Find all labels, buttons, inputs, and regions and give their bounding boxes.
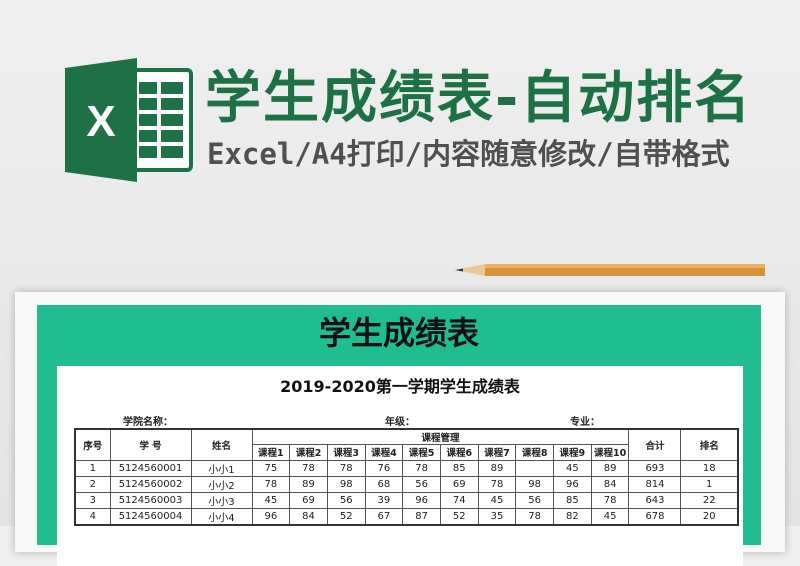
- cell-score[interactable]: 35: [477, 507, 517, 525]
- cell-score[interactable]: 56: [515, 491, 554, 509]
- cell-id[interactable]: 5124560003: [109, 491, 192, 509]
- pencil-icon: [455, 264, 765, 276]
- header-course: 课程6: [439, 444, 479, 461]
- cell-rank[interactable]: 22: [680, 491, 739, 509]
- cell-score[interactable]: 39: [364, 491, 404, 509]
- cell-score[interactable]: 75: [251, 459, 291, 477]
- cell-name[interactable]: 小小1: [190, 459, 253, 477]
- cell-score[interactable]: 52: [326, 507, 366, 525]
- cell-score[interactable]: 69: [289, 491, 328, 509]
- cell-id[interactable]: 5124560004: [109, 507, 192, 525]
- header-course-group: 课程管理: [251, 428, 630, 445]
- cell-score[interactable]: 78: [326, 459, 366, 477]
- cell-name[interactable]: 小小4: [190, 507, 253, 525]
- cell-score[interactable]: 78: [402, 459, 441, 477]
- cell-score[interactable]: 45: [553, 459, 592, 477]
- cell-score[interactable]: 78: [251, 475, 291, 493]
- table-row: 1 5124560001 小小1 75 78 78 76 78 85 89 45 89 693 18: [74, 459, 739, 477]
- cell-score[interactable]: 98: [326, 475, 366, 493]
- header-course: 课程7: [477, 444, 517, 461]
- cell-seq[interactable]: 3: [74, 491, 111, 509]
- cell-score[interactable]: 84: [289, 507, 328, 525]
- cell-id[interactable]: 5124560002: [109, 475, 192, 493]
- cell-total[interactable]: 814: [628, 475, 682, 493]
- cell-name[interactable]: 小小3: [190, 491, 253, 509]
- header-course: 课程1: [251, 444, 291, 461]
- cell-score[interactable]: 85: [439, 459, 479, 477]
- cell-total[interactable]: 693: [628, 459, 682, 477]
- cell-score[interactable]: 96: [251, 507, 291, 525]
- header-course: 课程2: [289, 444, 328, 461]
- header-course: 课程3: [326, 444, 366, 461]
- cell-score[interactable]: 45: [590, 507, 630, 525]
- header-course: 课程10: [590, 444, 630, 461]
- header-course: 课程9: [553, 444, 592, 461]
- cell-score[interactable]: 82: [553, 507, 592, 525]
- cell-rank[interactable]: 18: [680, 459, 739, 477]
- excel-logo-icon: X: [65, 58, 193, 182]
- cell-score[interactable]: 89: [590, 459, 630, 477]
- cell-score[interactable]: 96: [553, 475, 592, 493]
- header-course: 课程4: [364, 444, 404, 461]
- cell-score[interactable]: [515, 459, 554, 477]
- sheet-heading: 学生成绩表: [318, 314, 479, 352]
- table-row: 3 5124560003 小小3 45 69 56 39 96 74 45 56 85 78 643 22: [74, 491, 739, 509]
- cell-score[interactable]: 89: [289, 475, 328, 493]
- table-row: 4 5124560004 小小4 96 84 52 67 87 52 35 78 82 45 678 20: [74, 507, 739, 525]
- cell-score[interactable]: 84: [590, 475, 630, 493]
- cell-seq[interactable]: 2: [74, 475, 111, 493]
- college-label: 学院名称：: [123, 417, 173, 428]
- header-total: 合计: [628, 428, 682, 461]
- cell-score[interactable]: 87: [402, 507, 441, 525]
- cell-score[interactable]: 78: [590, 491, 630, 509]
- banner-title: 学生成绩表-自动排名: [205, 66, 753, 131]
- cell-score[interactable]: 67: [364, 507, 404, 525]
- cell-score[interactable]: 96: [402, 491, 441, 509]
- cell-name[interactable]: 小小2: [190, 475, 253, 493]
- header-name: 姓名: [190, 428, 253, 461]
- cell-score[interactable]: 45: [251, 491, 291, 509]
- cell-total[interactable]: 678: [628, 507, 682, 525]
- cell-rank[interactable]: 1: [680, 475, 739, 493]
- cell-score[interactable]: 98: [515, 475, 554, 493]
- header-seq: 序号: [74, 428, 111, 461]
- cell-score[interactable]: 78: [477, 475, 517, 493]
- header-rank: 排名: [680, 428, 739, 461]
- cell-seq[interactable]: 4: [74, 507, 111, 525]
- header-course: 课程5: [402, 444, 441, 461]
- header-course: 课程8: [515, 444, 554, 461]
- table-row: 2 5124560002 小小2 78 89 98 68 56 69 78 98 96 84 814 1: [74, 475, 739, 493]
- major-label: 专业：: [570, 417, 600, 428]
- cell-score[interactable]: 56: [326, 491, 366, 509]
- cell-seq[interactable]: 1: [74, 459, 111, 477]
- cell-score[interactable]: 85: [553, 491, 592, 509]
- cell-score[interactable]: 68: [364, 475, 404, 493]
- cell-score[interactable]: 45: [477, 491, 517, 509]
- cell-score[interactable]: 76: [364, 459, 404, 477]
- cell-total[interactable]: 643: [628, 491, 682, 509]
- cell-score[interactable]: 78: [515, 507, 554, 525]
- header-id: 学 号: [109, 428, 192, 461]
- cell-score[interactable]: 52: [439, 507, 479, 525]
- cell-score[interactable]: 89: [477, 459, 517, 477]
- svg-text:X: X: [86, 97, 115, 146]
- grade-label: 年级：: [385, 417, 415, 428]
- cell-score[interactable]: 74: [439, 491, 479, 509]
- banner-subtitle: Excel/A4打印/内容随意修改/自带格式: [207, 137, 730, 171]
- cell-score[interactable]: 56: [402, 475, 441, 493]
- cell-id[interactable]: 5124560001: [109, 459, 192, 477]
- cell-rank[interactable]: 20: [680, 507, 739, 525]
- score-table: 序号 学 号 姓名 课程管理 合计 排名 课程1 课程2 课程3 课程4 课程5 课程6 课…: [74, 428, 739, 526]
- cell-score[interactable]: 78: [289, 459, 328, 477]
- cell-score[interactable]: 69: [439, 475, 479, 493]
- sheet-title: 2019-2020第一学期学生成绩表: [280, 377, 520, 396]
